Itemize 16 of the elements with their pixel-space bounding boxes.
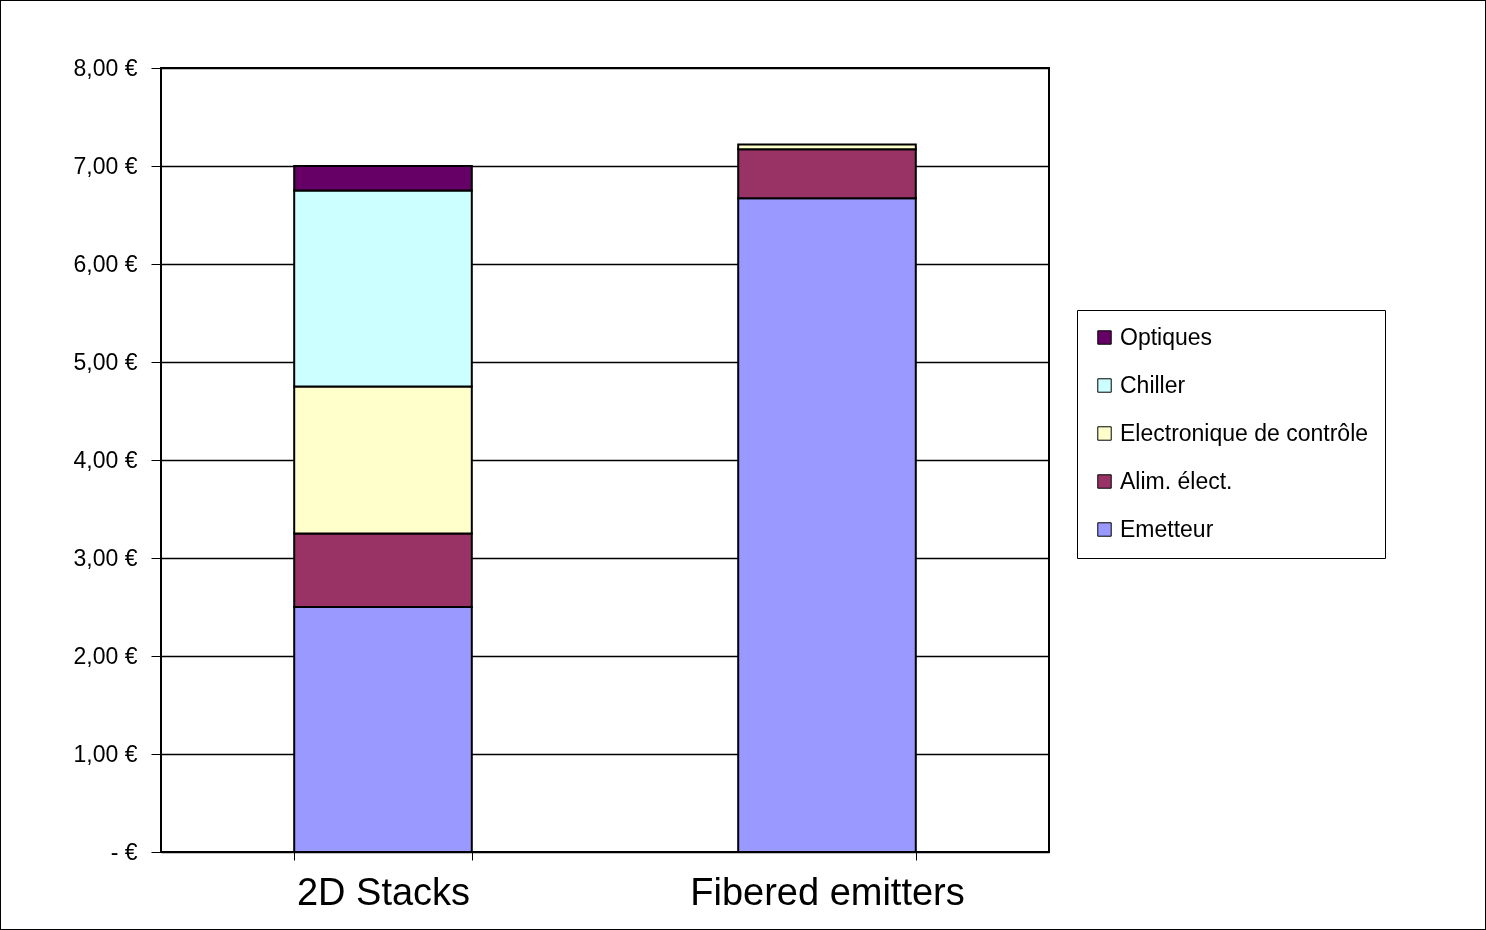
x-tick-label: Fibered emitters: [690, 870, 965, 913]
legend-label: Emetteur: [1120, 515, 1214, 542]
y-tick-label: 8,00 €: [73, 54, 138, 81]
y-tick-label: 2,00 €: [73, 642, 138, 669]
y-tick-label: 1,00 €: [73, 740, 138, 767]
x-tick-label: 2D Stacks: [296, 870, 471, 913]
y-tick-label: 6,00 €: [73, 250, 138, 277]
y-tick-label: 4,00 €: [73, 446, 138, 473]
legend-label: Chiller: [1120, 371, 1186, 398]
y-tick-label: 3,00 €: [73, 544, 138, 571]
y-tick-label: 5,00 €: [73, 348, 138, 375]
legend-label: Optiques: [1120, 323, 1213, 350]
legend-label: Alim. élect.: [1120, 467, 1233, 494]
y-tick-label: 7,00 €: [73, 152, 138, 179]
y-tick-label: - €: [110, 838, 138, 865]
legend-label: Electronique de contrôle: [1120, 419, 1369, 446]
